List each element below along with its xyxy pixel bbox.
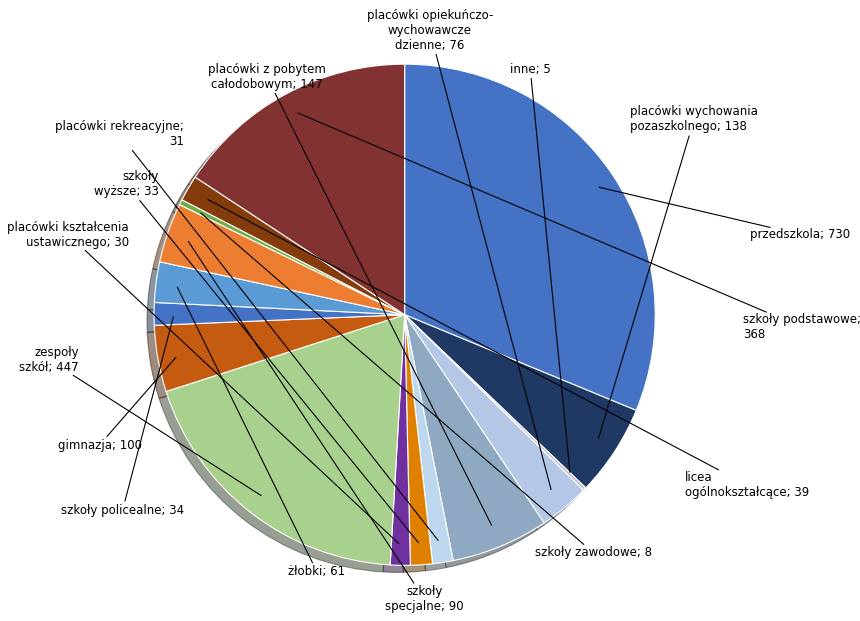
Text: inne; 5: inne; 5 <box>510 63 570 473</box>
Wedge shape <box>154 261 405 315</box>
Text: licea
ogólnokształcące; 39: licea ogólnokształcące; 39 <box>208 200 809 499</box>
Text: gimnazja; 100: gimnazja; 100 <box>58 357 175 451</box>
Wedge shape <box>405 315 636 488</box>
Text: szkoły podstawowe;
368: szkoły podstawowe; 368 <box>298 113 860 342</box>
Text: placówki kształcenia
ustawicznego; 30: placówki kształcenia ustawicznego; 30 <box>8 220 398 543</box>
Wedge shape <box>180 200 405 315</box>
Text: placówki rekreacyjne;
31: placówki rekreacyjne; 31 <box>55 120 438 540</box>
Wedge shape <box>405 315 544 561</box>
Wedge shape <box>166 315 405 565</box>
Wedge shape <box>154 302 405 325</box>
Wedge shape <box>405 315 433 565</box>
Text: placówki z pobytem
całodobowym; 147: placówki z pobytem całodobowym; 147 <box>208 63 492 525</box>
Wedge shape <box>154 315 405 391</box>
Text: szkoły
wyższe; 33: szkoły wyższe; 33 <box>95 170 418 543</box>
Wedge shape <box>390 315 410 565</box>
Wedge shape <box>160 204 405 315</box>
Wedge shape <box>405 315 586 491</box>
Text: żłobki; 61: żłobki; 61 <box>177 287 346 578</box>
Wedge shape <box>195 64 405 315</box>
Text: szkoły policealne; 34: szkoły policealne; 34 <box>61 317 184 517</box>
Wedge shape <box>182 177 405 315</box>
Text: przedszkola; 730: przedszkola; 730 <box>599 187 851 241</box>
Text: placówki wychowania
pozaszkolnego; 138: placówki wychowania pozaszkolnego; 138 <box>599 106 758 438</box>
Text: zespoły
szkół; 447: zespoły szkół; 447 <box>19 346 261 496</box>
Wedge shape <box>405 64 655 410</box>
Text: szkoły
specjalne; 90: szkoły specjalne; 90 <box>188 242 464 614</box>
Wedge shape <box>405 315 583 523</box>
Text: placówki opiekuńczo-
wychowawcze
dzienne; 76: placówki opiekuńczo- wychowawcze dzienne… <box>366 9 551 489</box>
Text: szkoły zawodowe; 8: szkoły zawodowe; 8 <box>200 213 652 560</box>
Wedge shape <box>405 315 453 564</box>
